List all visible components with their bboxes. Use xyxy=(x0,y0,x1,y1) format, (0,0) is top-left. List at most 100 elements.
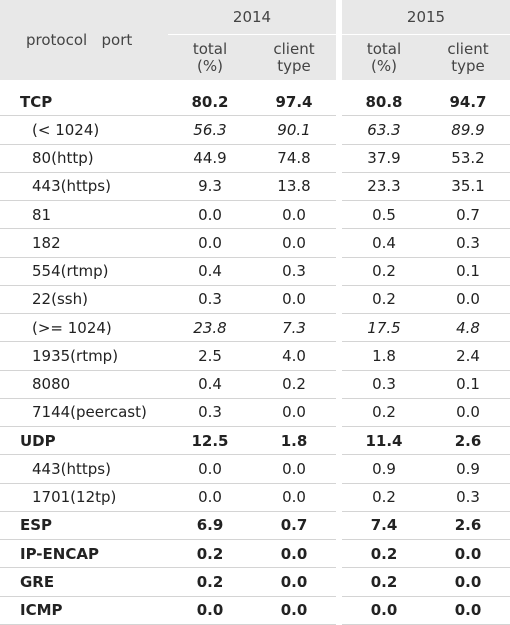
row-label: IP-ENCAP xyxy=(0,540,168,569)
row-label: 22(ssh) xyxy=(0,286,168,314)
client-type-2014-cell: 74.8 xyxy=(252,145,336,173)
table-row: 554(rtmp) 0.4 0.3 0.2 0.1 xyxy=(0,258,510,286)
total-2015-cell: 0.2 xyxy=(342,399,426,427)
total-2015-cell: 0.9 xyxy=(342,455,426,484)
row-label: 443(https) xyxy=(0,173,168,201)
total-2014-cell: 0.0 xyxy=(168,455,252,484)
total-2014-cell: 0.0 xyxy=(168,484,252,512)
client-type-2014-cell: 13.8 xyxy=(252,173,336,201)
total-2015-cell: 0.3 xyxy=(342,371,426,399)
client-type-2014-cell: 0.0 xyxy=(252,229,336,258)
table-row: 182 0.0 0.0 0.4 0.3 xyxy=(0,229,510,258)
client-type-2015-cell: 2.6 xyxy=(426,427,510,456)
client-type-2014-cell: 1.8 xyxy=(252,427,336,456)
client-type-2014-cell: 0.0 xyxy=(252,540,336,569)
client-type-2014-cell: 97.4 xyxy=(252,88,336,117)
total-2014-cell: 12.5 xyxy=(168,427,252,456)
total-2015-cell: 63.3 xyxy=(342,116,426,145)
client-type-2014-cell: 4.0 xyxy=(252,342,336,371)
total-2014-cell: 0.0 xyxy=(168,201,252,230)
row-label: 1935(rtmp) xyxy=(0,342,168,371)
table-row: TCP 80.2 97.4 80.8 94.7 xyxy=(0,88,510,117)
table-row: IP-ENCAP 0.2 0.0 0.2 0.0 xyxy=(0,540,510,569)
table-body: TCP 80.2 97.4 80.8 94.7 (< 1024) 56.3 90.1 63.3 8… xyxy=(0,80,510,625)
row-label: 8080 xyxy=(0,371,168,399)
client-type-2015-cell: 35.1 xyxy=(426,173,510,201)
year-2015-header: 2015 xyxy=(342,0,510,35)
table-row: 1701(12tp) 0.0 0.0 0.2 0.3 xyxy=(0,484,510,512)
table-row: 443(https) 9.3 13.8 23.3 35.1 xyxy=(0,173,510,201)
total-2015-cell: 1.8 xyxy=(342,342,426,371)
client-type-2014-cell: 90.1 xyxy=(252,116,336,145)
total-2014-cell: 80.2 xyxy=(168,88,252,117)
table-row: GRE 0.2 0.0 0.2 0.0 xyxy=(0,568,510,597)
total-2014-cell: 0.4 xyxy=(168,258,252,286)
total-2015-cell: 0.2 xyxy=(342,286,426,314)
client-type-2015-cell: 0.0 xyxy=(426,399,510,427)
client-type-2014-cell: 0.7 xyxy=(252,512,336,540)
total-2014-cell: 0.0 xyxy=(168,229,252,258)
total-2015-cell: 0.2 xyxy=(342,540,426,569)
client-type-2015-cell: 0.1 xyxy=(426,258,510,286)
client-type-2015-cell: 0.0 xyxy=(426,568,510,597)
total-2014-cell: 56.3 xyxy=(168,116,252,145)
table-row: 80(http) 44.9 74.8 37.9 53.2 xyxy=(0,145,510,173)
total-2014-cell: 23.8 xyxy=(168,314,252,343)
protocol-port-header: protocol port xyxy=(0,0,168,80)
table-row: ESP 6.9 0.7 7.4 2.6 xyxy=(0,512,510,540)
client-type-2015-cell: 0.3 xyxy=(426,229,510,258)
table-row: 1935(rtmp) 2.5 4.0 1.8 2.4 xyxy=(0,342,510,371)
row-label: GRE xyxy=(0,568,168,597)
client-type-2015-cell: 2.6 xyxy=(426,512,510,540)
total-2015-cell: 0.2 xyxy=(342,258,426,286)
table-row: 7144(peercast) 0.3 0.0 0.2 0.0 xyxy=(0,399,510,427)
row-label: TCP xyxy=(0,88,168,117)
client-type-2015-cell: 0.0 xyxy=(426,597,510,625)
total-2015-cell: 0.5 xyxy=(342,201,426,230)
total-2014-cell: 0.4 xyxy=(168,371,252,399)
total-2014-cell: 0.3 xyxy=(168,286,252,314)
total-2014-cell: 9.3 xyxy=(168,173,252,201)
total-percent-header-2015: total (%) xyxy=(342,35,426,80)
table-row: (< 1024) 56.3 90.1 63.3 89.9 xyxy=(0,116,510,145)
row-label: ESP xyxy=(0,512,168,540)
total-2014-cell: 6.9 xyxy=(168,512,252,540)
year-2014-header: 2014 xyxy=(168,0,336,35)
client-type-2015-cell: 53.2 xyxy=(426,145,510,173)
total-2015-cell: 17.5 xyxy=(342,314,426,343)
row-label: UDP xyxy=(0,427,168,456)
row-label: (< 1024) xyxy=(0,116,168,145)
row-label: 554(rtmp) xyxy=(0,258,168,286)
client-type-header-2015: client type xyxy=(426,35,510,80)
total-2015-cell: 11.4 xyxy=(342,427,426,456)
total-2015-cell: 0.2 xyxy=(342,568,426,597)
total-percent-header-2014: total (%) xyxy=(168,35,252,80)
client-type-2014-cell: 0.0 xyxy=(252,484,336,512)
table-row: 22(ssh) 0.3 0.0 0.2 0.0 xyxy=(0,286,510,314)
table-row: 8080 0.4 0.2 0.3 0.1 xyxy=(0,371,510,399)
client-type-2015-cell: 0.0 xyxy=(426,286,510,314)
client-type-2015-cell: 4.8 xyxy=(426,314,510,343)
total-2015-cell: 80.8 xyxy=(342,88,426,117)
row-label: 80(http) xyxy=(0,145,168,173)
total-2014-cell: 0.2 xyxy=(168,568,252,597)
client-type-2015-cell: 89.9 xyxy=(426,116,510,145)
total-2014-cell: 0.3 xyxy=(168,399,252,427)
column-gap xyxy=(336,0,342,80)
client-type-2014-cell: 0.0 xyxy=(252,455,336,484)
total-2014-cell: 2.5 xyxy=(168,342,252,371)
client-type-2015-cell: 0.3 xyxy=(426,484,510,512)
total-2014-cell: 0.2 xyxy=(168,540,252,569)
total-2015-cell: 7.4 xyxy=(342,512,426,540)
row-label: (>= 1024) xyxy=(0,314,168,343)
client-type-2014-cell: 0.3 xyxy=(252,258,336,286)
row-label: 1701(12tp) xyxy=(0,484,168,512)
total-2015-cell: 0.0 xyxy=(342,597,426,625)
client-type-2015-cell: 94.7 xyxy=(426,88,510,117)
total-2015-cell: 37.9 xyxy=(342,145,426,173)
total-2014-cell: 0.0 xyxy=(168,597,252,625)
client-type-2014-cell: 0.2 xyxy=(252,371,336,399)
client-type-2014-cell: 0.0 xyxy=(252,399,336,427)
client-type-2015-cell: 0.7 xyxy=(426,201,510,230)
